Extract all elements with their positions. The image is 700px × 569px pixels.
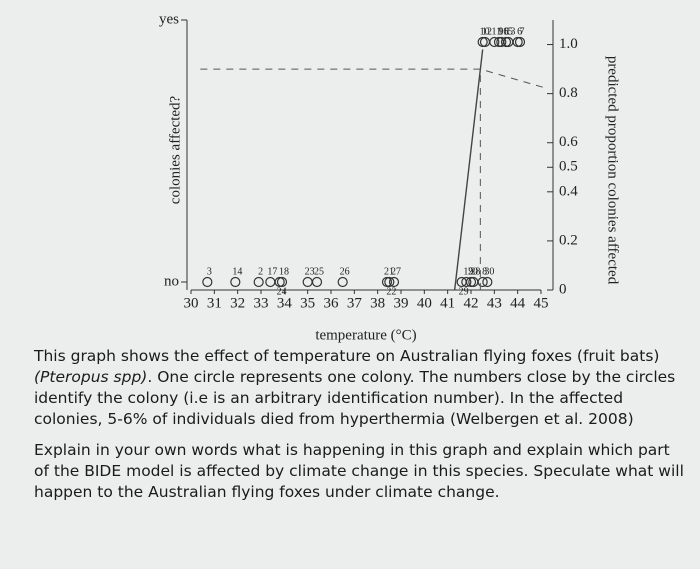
colony-point [456, 276, 467, 288]
y-tick-label: yes [159, 11, 179, 27]
colony-label: 2 [258, 266, 263, 277]
colony-label: 20 [468, 266, 478, 277]
dashed-line [200, 68, 549, 90]
colony-label: 8 [482, 266, 487, 277]
x-tick-label: 39 [394, 295, 409, 311]
x-tick-label: 35 [300, 295, 315, 311]
text-run: . One circle represents one colony. The … [34, 368, 676, 428]
x-tick-label: 41 [440, 295, 455, 311]
colony-point [500, 36, 512, 48]
colony-point [388, 276, 400, 288]
x-tick-label: 33 [254, 295, 269, 311]
text-run: (Pteropus spp) [34, 368, 148, 386]
colony-point [276, 276, 288, 288]
x-tick-label: 31 [207, 295, 222, 311]
colony-label: 3 [207, 266, 212, 277]
x-tick-label: 43 [487, 295, 502, 311]
colony-point [230, 276, 241, 288]
colony-point [302, 276, 313, 288]
colony-label: 18 [279, 266, 289, 277]
x-tick-label: 38 [370, 295, 385, 311]
colony-label: 10 [480, 26, 490, 37]
colony-label: 9 [499, 26, 504, 37]
colony-point [493, 36, 505, 48]
colony-label: 25 [314, 266, 324, 277]
colony-label: 16 [498, 26, 508, 37]
colony-point [265, 276, 276, 288]
colony-label: 15 [503, 26, 513, 37]
colony-label: 11 [492, 26, 502, 37]
y-axis-label: colonies affected? [167, 95, 183, 204]
y2-tick-label: 0.6 [559, 134, 578, 150]
y2-tick-label: 0.8 [559, 85, 578, 101]
y2-tick-label: 0.5 [559, 159, 578, 175]
colony-label: 24 [277, 286, 287, 297]
x-tick-label: 44 [510, 295, 526, 311]
y-tick-label: no [164, 273, 179, 289]
question-text: This graph shows the effect of temperatu… [34, 346, 689, 513]
y2-tick-label: 0 [559, 281, 567, 297]
y2-tick-label: 0.4 [559, 183, 578, 199]
x-tick-label: 30 [184, 295, 199, 311]
colony-label: 14 [232, 266, 242, 277]
colony-point [311, 276, 323, 288]
paragraph: Explain in your own words what is happen… [34, 440, 689, 503]
colony-point [512, 36, 523, 48]
paragraph: This graph shows the effect of temperatu… [34, 346, 689, 430]
colony-label: 13 [505, 26, 515, 37]
x-tick-label: 32 [230, 295, 245, 311]
colony-label: 27 [391, 266, 401, 277]
colony-label: 17 [267, 266, 277, 277]
colony-label: 12 [482, 26, 492, 37]
y2-tick-label: 1.0 [559, 36, 578, 52]
colony-point [461, 276, 472, 288]
text-run: This graph shows the effect of temperatu… [34, 347, 660, 365]
colony-label: 19 [463, 266, 473, 277]
colony-label: 26 [340, 266, 350, 277]
colony-point [202, 276, 213, 288]
x-tick-label: 45 [534, 295, 549, 311]
colony-point [384, 276, 395, 288]
colony-point [337, 276, 348, 288]
x-tick-label: 34 [277, 295, 293, 311]
colony-point [482, 276, 493, 288]
x-tick-label: 36 [324, 295, 340, 311]
y2-axis-label: predicted proportion colonies affected [605, 56, 621, 285]
x-tick-label: 37 [347, 295, 363, 311]
colony-label: 30 [484, 266, 494, 277]
x-axis-label: temperature (°C) [315, 327, 416, 343]
text-run: Explain in your own words what is happen… [34, 441, 684, 501]
x-tick-label: 42 [464, 295, 479, 311]
colony-label: 23 [305, 266, 315, 277]
prediction-line [453, 49, 484, 291]
colony-label: 7 [520, 26, 525, 37]
y2-tick-label: 0.2 [559, 232, 578, 248]
colony-label: 28 [470, 266, 480, 277]
colony-point [253, 276, 264, 288]
colony-label: 21 [384, 266, 394, 277]
chart: temperature (°C) colonies affected? pred… [159, 11, 621, 343]
colony-point [477, 276, 488, 288]
colony-point [479, 36, 491, 48]
colony-label: 29 [459, 286, 469, 297]
colony-label: 22 [386, 286, 396, 297]
x-tick-label: 40 [417, 295, 432, 311]
colony-label: 6 [517, 26, 522, 37]
